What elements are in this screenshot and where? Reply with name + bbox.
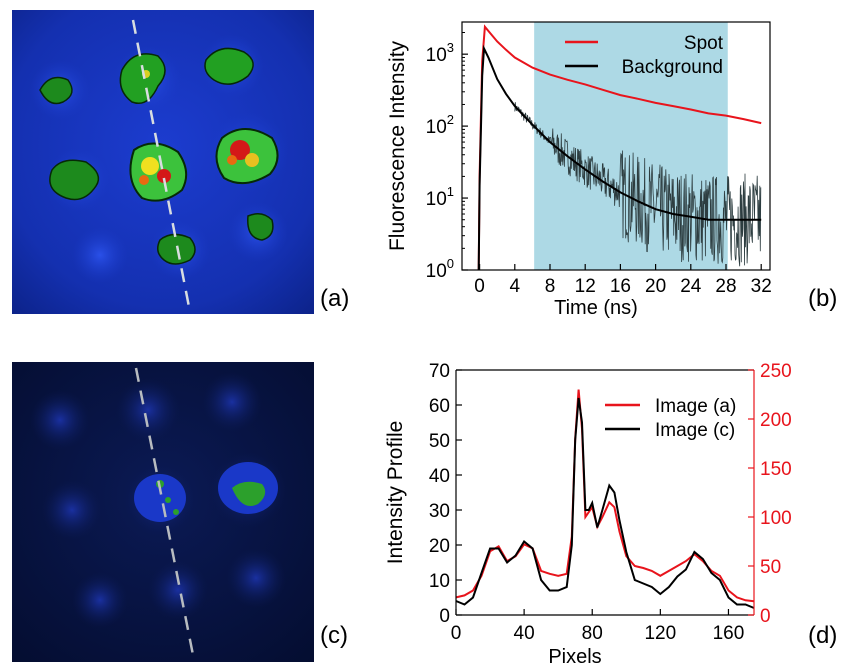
y-tick-label: 60 <box>429 396 450 417</box>
chart-d: 0 40 80 120 160 0 10 20 30 40 50 60 70 0 50 100 150 200 25… <box>384 361 792 667</box>
x-tick-label: 160 <box>713 623 745 644</box>
legend-label: Image (a) <box>655 396 736 417</box>
x-tick-label: 20 <box>645 276 666 297</box>
panel-label-c: (c) <box>320 622 348 649</box>
x-axis-label: Pixels <box>548 646 601 667</box>
panel-label-a: (a) <box>320 285 350 312</box>
profile-line-a <box>131 19 192 313</box>
y-tick-label: 103 <box>426 40 454 66</box>
x-tick-label: 80 <box>582 623 603 644</box>
legend-label: Spot <box>684 33 724 54</box>
x-tick-label: 40 <box>514 623 535 644</box>
panel-c-image <box>12 362 314 662</box>
y-right-tick-label: 250 <box>760 361 792 382</box>
x-tick-label: 12 <box>575 276 596 297</box>
series-line-spot <box>477 24 762 271</box>
y-right-tick-label: 150 <box>760 459 792 480</box>
x-tick-label: 24 <box>680 276 702 297</box>
panel-a-image <box>12 10 314 314</box>
panel-label-b: (b) <box>808 285 838 312</box>
x-tick-label: 16 <box>610 276 631 297</box>
y-tick-label: 30 <box>429 501 450 522</box>
x-tick-label: 28 <box>715 276 736 297</box>
panel-label-d: (d) <box>808 622 838 649</box>
y-tick-label: 102 <box>426 112 454 138</box>
y-tick-label: 101 <box>426 184 454 210</box>
x-tick-label: 0 <box>451 623 462 644</box>
y-tick-label: 0 <box>439 606 450 627</box>
series-line-imagec <box>455 397 755 609</box>
x-tick-label: 8 <box>545 276 556 297</box>
y-tick-label: 100 <box>426 256 454 282</box>
chart-b: 0 4 8 12 16 20 24 28 32 100 101 102 103 Time (ns) Fluo… <box>386 21 772 319</box>
x-tick-label: 32 <box>751 276 772 297</box>
background-noise <box>514 102 762 267</box>
y-right-tick-label: 200 <box>760 410 792 431</box>
x-tick-label: 120 <box>644 623 676 644</box>
x-axis-label: Time (ns) <box>554 297 638 319</box>
y-right-tick-label: 0 <box>760 606 771 627</box>
plot-frame <box>461 21 771 271</box>
legend-label: Image (c) <box>655 420 735 441</box>
legend-label: Background <box>622 57 723 78</box>
y-tick-label: 20 <box>429 536 450 557</box>
y-tick-label: 10 <box>429 571 450 592</box>
profile-line-c <box>134 367 196 661</box>
y-tick-label: 40 <box>429 466 450 487</box>
y-right-tick-label: 100 <box>760 508 792 529</box>
y-tick-label: 50 <box>429 431 450 452</box>
x-tick-label: 4 <box>510 276 521 297</box>
y-axis-label: Intensity Profile <box>384 421 407 565</box>
x-tick-label: 0 <box>474 276 485 297</box>
y-tick-label: 70 <box>429 361 450 382</box>
y-axis-label: Fluorescence Intensity <box>386 40 409 251</box>
y-right-tick-label: 50 <box>760 557 781 578</box>
